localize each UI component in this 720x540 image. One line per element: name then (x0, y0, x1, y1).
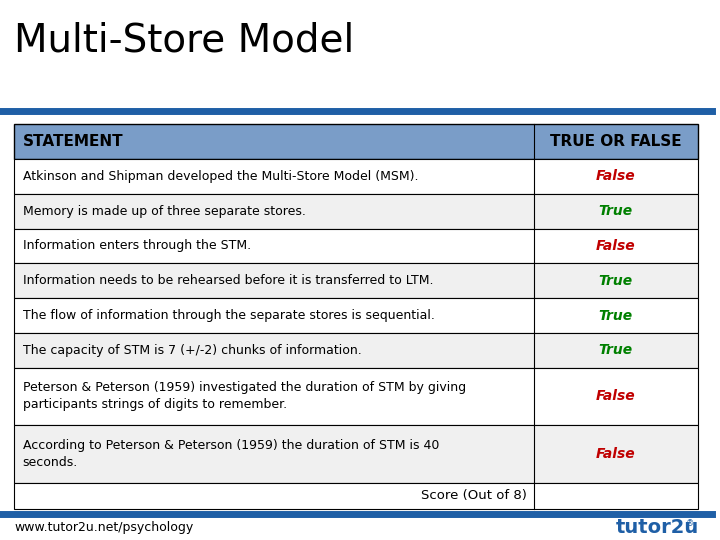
Text: STATEMENT: STATEMENT (23, 134, 123, 149)
Text: True: True (599, 308, 633, 322)
Bar (14, 333, 698, 368)
Text: True: True (599, 343, 633, 357)
Text: According to Peterson & Peterson (1959) the duration of STM is 40
seconds.: According to Peterson & Peterson (1959) … (23, 439, 439, 469)
Text: Score (Out of 8): Score (Out of 8) (420, 489, 526, 502)
Bar (14, 159, 698, 194)
Text: False: False (596, 447, 636, 461)
Text: Information needs to be rehearsed before it is transferred to LTM.: Information needs to be rehearsed before… (23, 274, 433, 287)
Text: False: False (596, 170, 636, 184)
Text: Information enters through the STM.: Information enters through the STM. (23, 239, 251, 253)
Text: True: True (599, 274, 633, 288)
Text: The capacity of STM is 7 (+/-2) chunks of information.: The capacity of STM is 7 (+/-2) chunks o… (23, 344, 361, 357)
Bar (14, 368, 698, 425)
Text: True: True (599, 204, 633, 218)
Text: Multi-Store Model: Multi-Store Model (14, 22, 354, 59)
Text: ®: ® (685, 519, 694, 528)
Text: Atkinson and Shipman developed the Multi-Store Model (MSM).: Atkinson and Shipman developed the Multi… (23, 170, 418, 183)
Text: tutor2u: tutor2u (616, 517, 699, 537)
Bar (14, 298, 698, 333)
Text: Memory is made up of three separate stores.: Memory is made up of three separate stor… (23, 205, 306, 218)
Text: Peterson & Peterson (1959) investigated the duration of STM by giving
participan: Peterson & Peterson (1959) investigated … (23, 381, 466, 411)
Bar (14, 124, 698, 159)
Text: False: False (596, 389, 636, 403)
Text: False: False (596, 239, 636, 253)
Bar (14, 483, 698, 509)
Text: The flow of information through the separate stores is sequential.: The flow of information through the sepa… (23, 309, 435, 322)
Bar (14, 228, 698, 264)
Text: TRUE OR FALSE: TRUE OR FALSE (550, 134, 682, 149)
Bar (14, 264, 698, 298)
Text: www.tutor2u.net/psychology: www.tutor2u.net/psychology (14, 521, 194, 534)
Bar (14, 194, 698, 228)
Bar (14, 425, 698, 483)
